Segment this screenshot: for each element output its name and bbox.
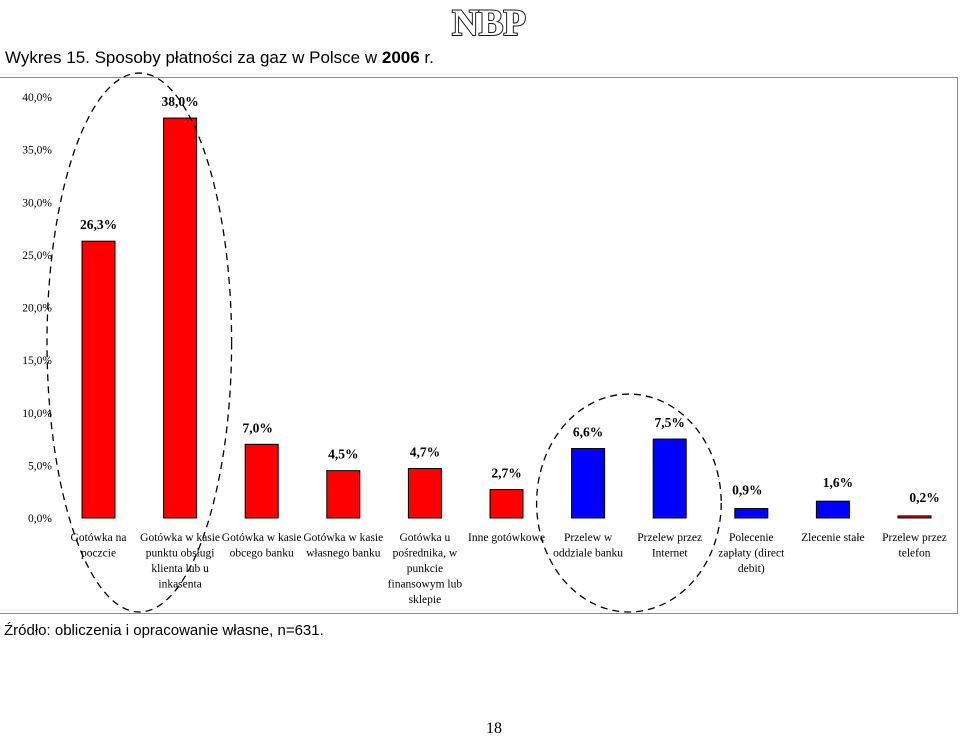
x-tick-label-line: Gotówka w kasie [303,532,383,544]
data-label: 7,0% [243,420,273,435]
y-tick-label: 0,0% [28,513,52,525]
x-tick-label: Przelew w oddziale banku [553,532,623,560]
x-tick-label: Gotówka w kasie własnego banku [303,532,383,560]
y-tick-label: 15,0% [22,355,52,367]
x-tick-label: Przelew przez telefon [882,532,947,560]
x-tick-label-line: inkasenta [158,579,201,591]
x-tick-label: Gotówka w kasie obcego banku [222,532,302,560]
bar [652,438,687,519]
data-label: 2,7% [491,466,521,481]
x-tick-label-line: Gotówka u [400,532,451,544]
x-tick-label-line: Przelew przez [882,532,947,544]
bar [489,489,524,519]
highlight-ellipse [46,72,233,613]
y-tick-label: 5,0% [28,460,52,472]
source-note: Źródło: obliczenia i opracowanie własne,… [4,622,324,639]
x-tick-label-line: zapłaty (direct [718,548,785,560]
x-tick-label-line: obcego banku [230,548,294,560]
x-tick-label-line: pośrednika, w [393,548,458,560]
page-title: Wykres 15. Sposoby płatności za gaz w Po… [5,48,434,67]
x-tick-label-line: własnego banku [306,548,381,560]
x-tick-label: Inne gotówkowe [468,532,545,544]
y-tick-label: 35,0% [22,145,52,157]
chart-frame [0,77,958,614]
bar [81,240,116,519]
y-tick-label: 40,0% [22,92,52,104]
bar [897,515,932,519]
x-tick-label-line: finansowym lub [388,579,463,591]
bar [244,443,279,519]
data-label: 0,2% [909,490,939,505]
x-tick-label: Polecenie zapłaty (direct debit) [718,532,785,575]
x-tick-label-line: Przelew przez [637,532,702,544]
bar [326,470,361,519]
nbp-logo: NBP [451,2,527,42]
y-tick-label: 20,0% [22,303,52,315]
x-axis-labels: Gotówka na poczcie Gotówka w kasie punktu o… [71,532,947,606]
x-tick-label: Gotówka u pośrednika, w punkcie finansowym … [388,532,463,606]
bars [81,117,932,519]
data-label: 4,5% [328,447,358,462]
x-tick-label-line: Internet [652,548,689,560]
data-labels: 26,3% 38,0% 7,0% 4,5% 4,7% 2,7% 6,6% 7,5% 0,9% 1,… [80,94,940,505]
x-tick-label-line: Gotówka w kasie [140,532,220,544]
y-axis: 0,0% 5,0% 10,0% 15,0% 20,0% 25,0% 30,0% 35,0% 40… [22,92,52,525]
bar [734,508,769,519]
x-tick-label-line: sklepie [409,594,442,606]
x-tick-label-line: telefon [899,548,931,560]
bar [815,500,850,519]
bar [571,448,606,519]
x-tick-label-line: poczcie [81,548,116,560]
data-label: 4,7% [410,445,440,460]
x-tick-label-line: punktu obsługi [146,548,215,560]
page-number: 18 [486,720,502,737]
x-tick-label: Gotówka w kasie punktu obsługi klienta lub… [140,532,220,591]
y-tick-label: 30,0% [22,197,52,209]
y-tick-label: 25,0% [22,250,52,262]
x-tick-label-line: debit) [738,563,765,575]
x-tick-label-line: Polecenie [729,532,774,544]
data-label: 7,5% [655,415,685,430]
x-tick-label-line: Gotówka w kasie [222,532,302,544]
data-label: 6,6% [573,425,603,440]
x-tick-label-line: Gotówka na [71,532,127,544]
x-tick-label: Zlecenie stałe [801,532,865,544]
highlights [46,72,722,613]
y-tick-label: 10,0% [22,408,52,420]
x-tick-label-line: oddziale banku [553,548,623,560]
data-label: 26,3% [80,217,117,232]
nbp-logo-text: NBP [452,3,526,42]
data-label: 0,9% [732,483,762,498]
x-tick-label-line: klienta lub u [151,563,209,575]
x-tick-label-line: Przelew w [564,532,613,544]
highlight-ellipse [535,393,722,613]
bar [163,117,198,519]
x-tick-label-line: Zlecenie stałe [801,532,865,544]
data-label: 1,6% [823,475,853,490]
bar [407,468,442,519]
x-tick-label: Przelew przez Internet [637,532,702,560]
data-label: 38,0% [162,94,199,109]
x-tick-label: Gotówka na poczcie [71,532,127,560]
x-tick-label-line: punkcie [407,563,443,575]
x-tick-label-line: Inne gotówkowe [468,532,545,544]
